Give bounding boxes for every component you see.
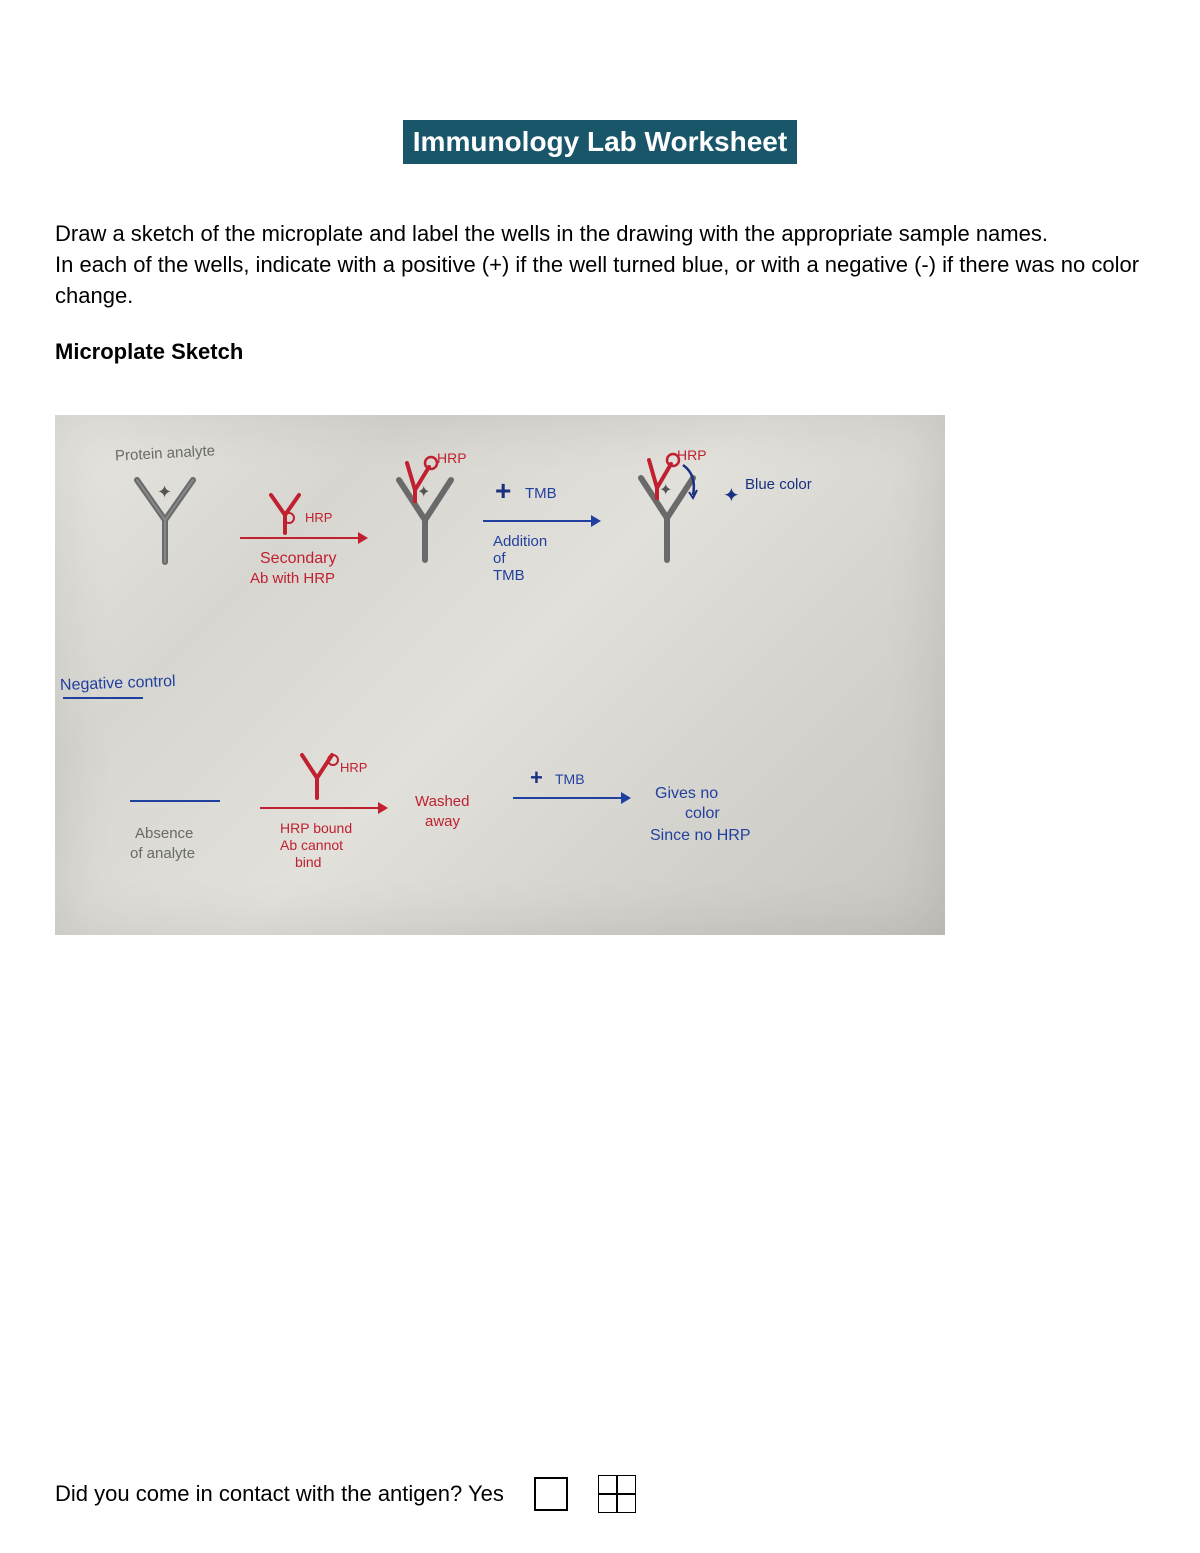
washed-label-2: away: [425, 813, 460, 830]
arrow-2-label-2: of: [493, 550, 506, 567]
neg-control-underline: [63, 697, 143, 699]
arrow-2-label-1: Addition: [493, 533, 547, 550]
bound-label-1: HRP bound: [280, 820, 352, 836]
arrow-row2-2-head: [621, 792, 631, 804]
antibody-3-icon: ✦: [625, 450, 710, 565]
blue-color-label: Blue color: [745, 477, 812, 494]
protein-analyte-label: Protein analyte: [115, 443, 216, 465]
page-title: Immunology Lab Worksheet: [403, 120, 797, 164]
arrow-1-label-2: Ab with HRP: [250, 570, 335, 587]
plus-tmb-row2-symbol: +: [530, 765, 543, 791]
plus-tmb-symbol: +: [495, 475, 511, 507]
bound-label-3: bind: [295, 854, 321, 870]
checkbox-grid[interactable]: [598, 1475, 636, 1513]
negative-control-label: Negative control: [60, 673, 176, 695]
blue-star: ✦: [723, 483, 740, 508]
checkbox-yes[interactable]: [534, 1477, 568, 1511]
absence-label-2: of analyte: [130, 845, 195, 862]
arrow-1-head: [358, 532, 368, 544]
arrow-2: [483, 520, 593, 522]
absence-label-1: Absence: [135, 825, 193, 842]
question-text: Did you come in contact with the antigen…: [55, 1481, 504, 1507]
svg-text:✦: ✦: [157, 482, 172, 502]
absence-line: [130, 800, 220, 802]
plus-tmb-row2-label: TMB: [555, 771, 585, 787]
antibody-row2-red-icon: [295, 750, 340, 800]
arrow-row2-1: [260, 807, 380, 809]
arrow-1: [240, 537, 360, 539]
hrp-small-label: HRP: [305, 510, 332, 525]
antibody-small-red-icon: [265, 490, 305, 535]
arrow-2-label-3: TMB: [493, 567, 525, 584]
arrow-1-label-1: Secondary: [260, 550, 337, 568]
arrow-row2-2: [513, 797, 623, 799]
instructions-line-2: In each of the wells, indicate with a po…: [55, 252, 1139, 308]
section-heading: Microplate Sketch: [55, 339, 1145, 365]
instructions: Draw a sketch of the microplate and labe…: [55, 219, 1145, 311]
title-container: Immunology Lab Worksheet: [55, 120, 1145, 164]
result-label-3: Since no HRP: [650, 827, 751, 845]
hrp-top-label-1: HRP: [437, 450, 467, 466]
question-row: Did you come in contact with the antigen…: [55, 1475, 636, 1513]
result-label-1: Gives no: [655, 785, 718, 803]
arrow-row2-1-head: [378, 802, 388, 814]
antibody-1-icon: ✦: [125, 470, 205, 565]
microplate-sketch-photo: ✦ Protein analyte HRP Secondary Ab with …: [55, 415, 945, 935]
antibody-2-icon: ✦: [385, 455, 465, 565]
result-label-2: color: [685, 805, 720, 823]
bound-label-2: Ab cannot: [280, 837, 343, 853]
plus-tmb-label: TMB: [525, 485, 557, 502]
hrp-row2-label: HRP: [340, 760, 367, 775]
hrp-top-label-2: HRP: [677, 447, 707, 463]
arrow-2-head: [591, 515, 601, 527]
instructions-line-1: Draw a sketch of the microplate and labe…: [55, 221, 1048, 246]
washed-label-1: Washed: [415, 793, 469, 810]
